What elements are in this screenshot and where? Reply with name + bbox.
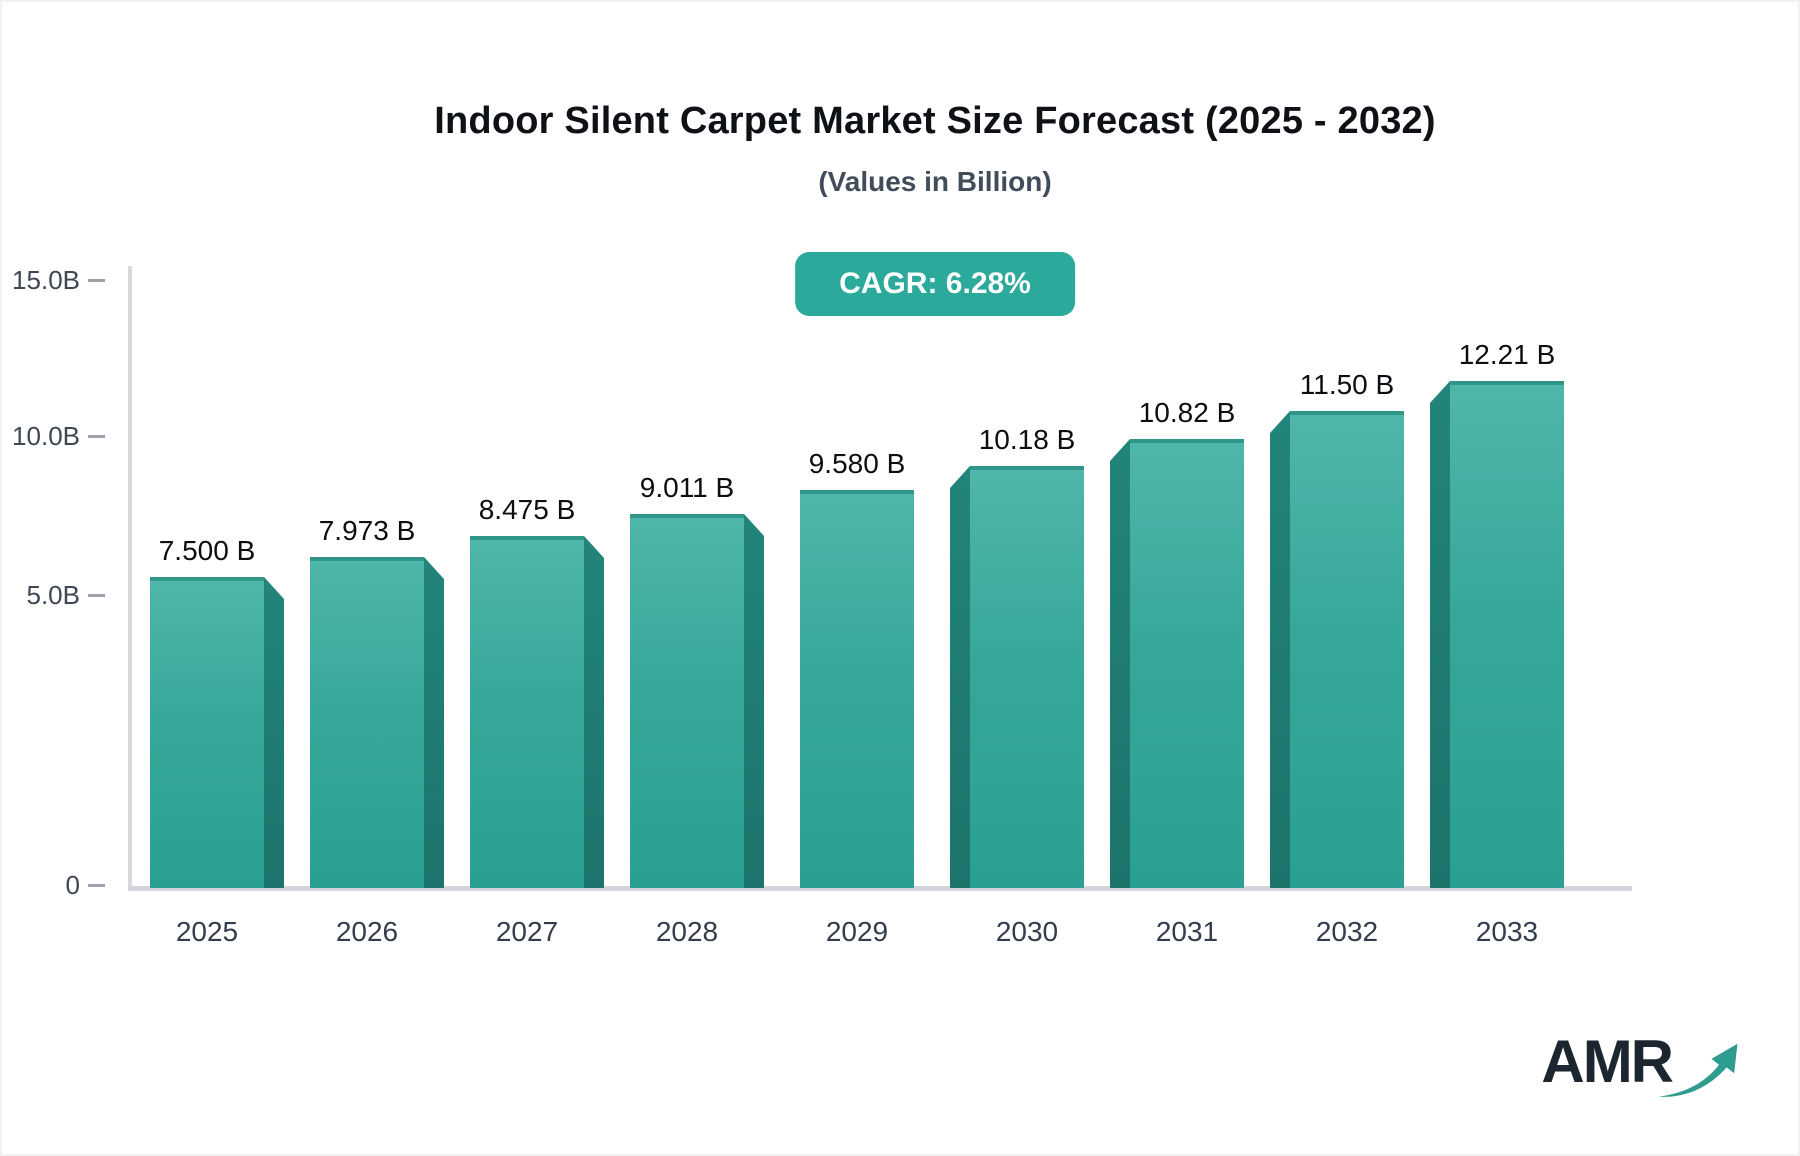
- bar-value-label: 7.500 B: [158, 535, 256, 566]
- bar-front-face: [800, 490, 914, 888]
- x-axis-year-label: 2029: [825, 916, 889, 947]
- bar-side-face: [1110, 439, 1130, 888]
- bar-side-face: [424, 557, 444, 888]
- y-axis-tick: [88, 594, 105, 597]
- bar-side-face: [744, 514, 764, 888]
- x-axis-year-label: 2031: [1155, 916, 1219, 947]
- bar-value-label: 11.50 B: [1299, 369, 1395, 400]
- bar-front-face: [630, 514, 744, 888]
- bar-value-label: 7.973 B: [318, 515, 416, 546]
- bar-front-face: [310, 557, 424, 888]
- cagr-badge: CAGR: 6.28%: [795, 252, 1075, 316]
- bar-front-face: [1450, 381, 1564, 888]
- bar-value-label: 10.82 B: [1138, 397, 1236, 428]
- bar-value-label: 9.580 B: [808, 448, 906, 479]
- x-axis-year-label: 2027: [495, 916, 559, 947]
- x-axis-year-label: 2028: [655, 916, 719, 947]
- x-axis-line: [128, 886, 1632, 891]
- y-axis-tick-label: 5.0B: [26, 580, 81, 610]
- y-axis-tick: [88, 884, 105, 887]
- bar-front-face: [970, 466, 1084, 888]
- bar-side-face: [1430, 381, 1450, 888]
- y-axis-line: [128, 266, 132, 888]
- x-axis-year-label: 2025: [175, 916, 239, 947]
- bar-value-label: 12.21 B: [1458, 339, 1556, 370]
- y-axis-tick-label: 10.0B: [12, 421, 80, 451]
- bar-side-face: [950, 466, 970, 888]
- bar-group: 9.011 B 2028: [630, 0, 764, 1156]
- amr-logo-text: AMR: [1541, 1028, 1674, 1095]
- bar-front-face: [150, 577, 264, 888]
- y-axis-tick-label: 0: [65, 870, 80, 900]
- bar-group: 8.475 B 2027: [470, 0, 604, 1156]
- bar-side-face: [1270, 411, 1290, 888]
- bar-group: 7.973 B 2026: [310, 0, 444, 1156]
- bar-group: 10.82 B 2031: [1110, 0, 1244, 1156]
- bar-side-face: [584, 536, 604, 888]
- bar-group: 10.18 B 2030: [950, 0, 1084, 1156]
- chart-subtitle: (Values in Billion): [818, 166, 1052, 197]
- x-axis-year-label: 2033: [1475, 916, 1539, 947]
- bar-group: 7.500 B 2025: [150, 0, 284, 1156]
- x-axis-year-label: 2032: [1315, 916, 1379, 947]
- x-axis-year-label: 2030: [995, 916, 1059, 947]
- bar-front-face: [1130, 439, 1244, 888]
- x-axis-year-label: 2026: [335, 916, 399, 947]
- amr-logo: AMR: [1541, 1032, 1740, 1102]
- y-axis-tick-label: 15.0B: [12, 265, 80, 295]
- bar-front-face: [1290, 411, 1404, 888]
- y-axis-tick: [88, 435, 105, 438]
- chart-title: Indoor Silent Carpet Market Size Forecas…: [434, 100, 1436, 142]
- bar-value-label: 9.011 B: [639, 472, 735, 503]
- bar-front-face: [470, 536, 584, 888]
- bar-value-label: 8.475 B: [478, 494, 576, 525]
- growth-arrow-icon: [1658, 1043, 1738, 1097]
- bar-group: 9.580 B 2029: [790, 0, 924, 1156]
- bar-group: 11.50 B 2032: [1270, 0, 1404, 1156]
- bar-value-label: 10.18 B: [978, 424, 1076, 455]
- bar-group: 12.21 B 2033: [1430, 0, 1564, 1156]
- bar-side-face: [264, 577, 284, 888]
- y-axis-tick: [88, 279, 105, 282]
